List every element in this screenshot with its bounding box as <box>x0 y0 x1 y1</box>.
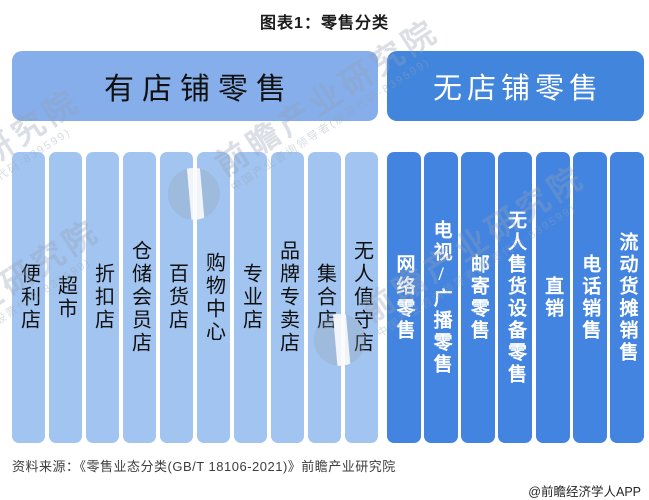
source-note: 资料来源：《零售业态分类(GB/T 18106-2021)》前瞻产业研究院 <box>12 459 396 474</box>
category-column: 超市 <box>49 152 82 443</box>
category-label: 电话销售 <box>579 253 601 342</box>
category-label: 无人值守店 <box>350 240 373 355</box>
chart-title: 图表1：零售分类 <box>260 15 389 32</box>
category-label: 仓储会员店 <box>128 240 151 355</box>
category-label: 流动货摊销售 <box>616 231 638 364</box>
groups-row: 有店铺零售便利店 超市 折扣店 仓储会员店 百货店 购物中心 专业店 品牌专卖店 集合店 无人值守… <box>12 51 644 443</box>
category-label: 网络零售 <box>393 253 415 342</box>
category-column: 便利店 <box>12 152 45 443</box>
category-label: 无人售货设备零售 <box>504 209 526 386</box>
columns-non-store-retail: 网络零售 电视/广播零售 邮寄零售 无人售货设备零售 直销 电话销售 流动货摊销售 <box>387 152 644 443</box>
category-column: 品牌专卖店 <box>271 152 304 443</box>
category-column: 流动货摊销售 <box>609 152 644 443</box>
category-column: 邮寄零售 <box>461 152 496 443</box>
category-column: 集合店 <box>308 152 341 443</box>
category-label: 直销 <box>542 275 564 320</box>
category-column: 无人值守店 <box>345 152 378 443</box>
category-label: 百货店 <box>165 263 188 332</box>
columns-store-retail: 便利店 超市 折扣店 仓储会员店 百货店 购物中心 专业店 品牌专卖店 集合店 无人值守店 <box>12 152 378 443</box>
category-column: 无人售货设备零售 <box>498 152 533 443</box>
app-credit: @前瞻经济学人APP <box>528 485 641 499</box>
group-store-retail: 有店铺零售便利店 超市 折扣店 仓储会员店 百货店 购物中心 专业店 品牌专卖店 集合店 无人值守… <box>12 51 378 443</box>
category-label: 邮寄零售 <box>467 253 489 342</box>
category-label: 购物中心 <box>202 251 225 344</box>
category-column: 网络零售 <box>387 152 421 443</box>
category-label: 超市 <box>54 274 77 321</box>
category-column: 直销 <box>535 152 570 443</box>
category-label: 折扣店 <box>91 263 114 332</box>
group-header-store-retail: 有店铺零售 <box>12 51 378 121</box>
category-label: 电视/广播零售 <box>430 219 452 376</box>
category-column: 仓储会员店 <box>123 152 156 443</box>
group-non-store-retail: 无店铺零售网络零售 电视/广播零售 邮寄零售 无人售货设备零售 直销 电话销售 流动货摊销售 <box>387 51 644 443</box>
category-column: 购物中心 <box>197 152 230 443</box>
category-column: 电视/广播零售 <box>424 152 459 443</box>
group-header-non-store-retail: 无店铺零售 <box>387 51 644 121</box>
category-label: 专业店 <box>239 263 262 332</box>
category-column: 电话销售 <box>572 152 607 443</box>
category-column: 折扣店 <box>86 152 119 443</box>
category-column: 百货店 <box>160 152 193 443</box>
category-label: 品牌专卖店 <box>276 240 299 355</box>
category-column: 专业店 <box>234 152 267 443</box>
category-label: 集合店 <box>313 263 336 332</box>
category-label: 便利店 <box>17 263 40 332</box>
